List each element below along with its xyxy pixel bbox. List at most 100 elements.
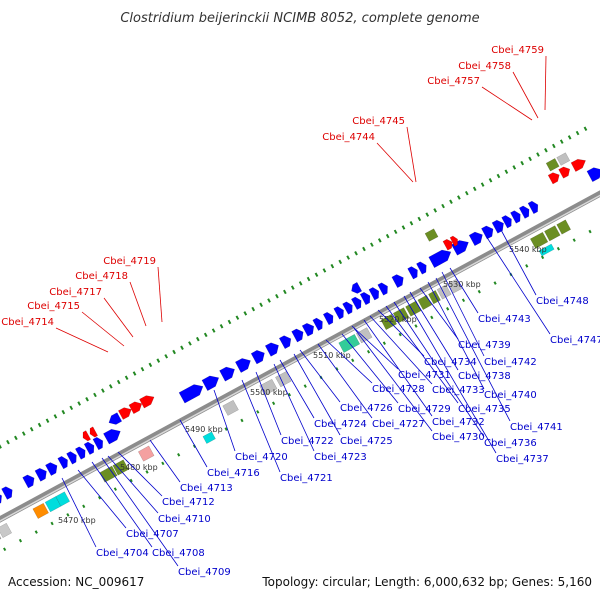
- tick-mark: [446, 307, 450, 311]
- tick-mark: [113, 487, 117, 491]
- tick-mark: [116, 379, 121, 385]
- tick-mark: [314, 272, 319, 277]
- blue-gene-label: Cbei_4736: [484, 438, 537, 449]
- tick-mark: [66, 513, 70, 517]
- forward-gene-arrow: [468, 231, 483, 247]
- tick-mark: [145, 470, 149, 474]
- tick-mark: [156, 358, 161, 363]
- blue-leader-line: [213, 389, 236, 452]
- tick-mark: [129, 478, 133, 483]
- blue-leader-line: [61, 477, 97, 548]
- tick-mark: [3, 547, 7, 552]
- forward-gene-arrow: [510, 210, 521, 224]
- tick-mark: [477, 289, 481, 294]
- tick-mark: [536, 152, 540, 157]
- forward-gene-arrow: [342, 301, 353, 315]
- forward-gene-arrow: [350, 296, 362, 310]
- red-leader-line: [55, 327, 109, 353]
- tick-mark: [256, 410, 260, 414]
- tick-mark: [362, 246, 366, 252]
- cds-box: [222, 399, 239, 416]
- forward-gene-arrow: [57, 456, 68, 470]
- cds-box: [545, 158, 560, 172]
- tick-mark: [235, 315, 240, 320]
- tick-mark: [401, 225, 406, 230]
- tick-mark: [409, 220, 414, 226]
- forward-gene-arrow: [391, 274, 404, 289]
- tick-mark: [219, 324, 224, 329]
- blue-gene-label: Cbei_4710: [158, 514, 211, 525]
- blue-leader-line: [385, 305, 459, 404]
- forward-gene-arrow: [377, 282, 388, 296]
- tick-mark: [346, 255, 350, 260]
- tick-mark: [45, 418, 50, 423]
- blue-leader-line: [351, 325, 399, 370]
- red-gene-label: Cbei_4758: [458, 61, 511, 72]
- tick-mark: [148, 362, 153, 368]
- forward-gene-arrow: [312, 317, 323, 331]
- tick-mark: [287, 392, 292, 397]
- red-leader-line: [376, 142, 414, 183]
- rna-gene-arrow: [547, 172, 560, 185]
- tick-mark: [351, 358, 355, 363]
- rna-gene-arrow: [89, 426, 99, 438]
- blue-gene-label: Cbei_4723: [314, 452, 367, 463]
- blue-gene-label: Cbei_4708: [152, 548, 205, 559]
- blue-leader-line: [377, 309, 425, 357]
- tick-mark: [192, 444, 197, 448]
- tick-mark: [132, 371, 137, 376]
- forward-gene-arrow: [250, 350, 265, 365]
- tick-mark: [18, 538, 23, 543]
- blue-leader-line: [393, 301, 485, 438]
- forward-gene-arrow: [201, 375, 220, 392]
- blue-leader-line: [299, 349, 341, 403]
- cds-box: [380, 313, 398, 331]
- tick-mark: [53, 414, 58, 419]
- tick-mark: [37, 422, 42, 428]
- red-gene-label: Cbei_4715: [27, 301, 80, 312]
- forward-gene-arrow: [103, 429, 121, 445]
- tick-mark: [29, 427, 34, 432]
- blue-gene-label: Cbei_4724: [314, 419, 367, 430]
- cds-box: [355, 327, 373, 344]
- red-gene-label: Cbei_4718: [75, 271, 128, 282]
- forward-gene-arrow: [368, 287, 380, 301]
- tick-mark: [272, 401, 276, 406]
- scale-label: 5510 kbp: [313, 351, 351, 360]
- tick-mark: [283, 289, 287, 295]
- blue-leader-line: [241, 379, 281, 473]
- cds-box: [0, 536, 2, 540]
- tick-mark: [338, 259, 343, 265]
- red-gene-label: Cbei_4717: [49, 287, 102, 298]
- blue-gene-label: Cbei_4725: [340, 436, 393, 447]
- forward-gene-arrow: [586, 167, 600, 183]
- red-gene-label: Cbei_4745: [352, 116, 405, 127]
- forward-gene-arrow: [234, 358, 251, 373]
- scale-label: 5480 kbp: [120, 463, 158, 472]
- cds-box: [529, 231, 549, 249]
- blue-gene-label: Cbei_4716: [207, 468, 260, 479]
- tick-mark: [496, 173, 501, 179]
- red-leader-line: [512, 71, 539, 119]
- tick-mark: [385, 233, 390, 239]
- blue-leader-line: [107, 455, 159, 514]
- tick-mark: [164, 354, 169, 359]
- blue-gene-label: Cbei_4735: [458, 404, 511, 415]
- tick-mark: [472, 186, 477, 192]
- blue-leader-line: [273, 363, 315, 452]
- blue-gene-label: Cbei_4742: [484, 357, 537, 368]
- tick-mark: [544, 148, 548, 153]
- cds-box: [424, 228, 439, 242]
- blue-gene-label: Cbei_4726: [340, 403, 393, 414]
- blue-gene-label: Cbei_4739: [458, 340, 511, 351]
- tick-mark: [267, 298, 271, 303]
- tick-mark: [108, 384, 113, 389]
- forward-gene-arrow: [481, 225, 494, 240]
- accession-text: Accession: NC_009617: [8, 575, 144, 589]
- tick-mark: [366, 349, 371, 354]
- blue-gene-label: Cbei_4740: [484, 390, 537, 401]
- forward-gene-arrow: [34, 467, 47, 482]
- genome-summary-text: Topology: circular; Length: 6,000,632 bp…: [261, 575, 592, 589]
